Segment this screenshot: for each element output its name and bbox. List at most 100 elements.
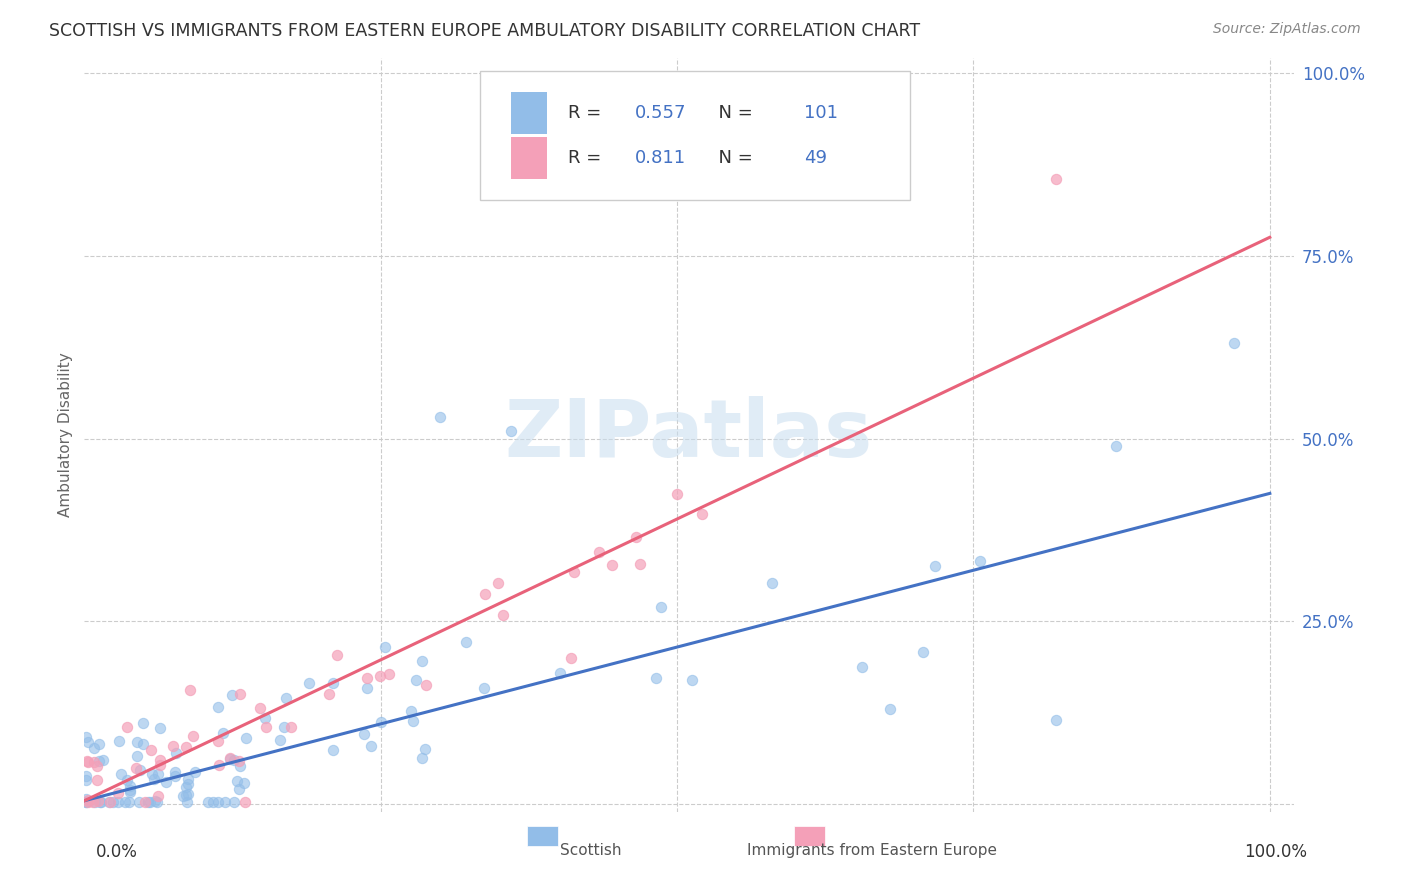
- Point: [132, 716, 155, 731]
- Point: [413, 742, 436, 756]
- Point: [91, 753, 114, 767]
- Y-axis label: Ambulatory Disability: Ambulatory Disability: [58, 352, 73, 517]
- Point: [148, 789, 170, 803]
- Point: [219, 751, 242, 765]
- Point: [249, 700, 271, 714]
- Point: [370, 714, 392, 729]
- Point: [207, 733, 229, 747]
- Point: [761, 575, 783, 590]
- Point: [212, 726, 235, 740]
- Point: [76, 735, 98, 749]
- Text: Scottish: Scottish: [560, 843, 621, 858]
- Point: [377, 666, 399, 681]
- Point: [149, 721, 172, 735]
- Point: [82, 795, 104, 809]
- Point: [87, 754, 110, 768]
- Point: [924, 558, 946, 573]
- Point: [201, 795, 224, 809]
- Point: [197, 795, 219, 809]
- Point: [117, 720, 139, 734]
- Point: [411, 751, 433, 765]
- Point: [353, 727, 375, 741]
- Text: R =: R =: [568, 149, 607, 167]
- Point: [75, 730, 97, 744]
- Point: [134, 795, 156, 809]
- Point: [368, 669, 391, 683]
- Point: [107, 786, 129, 800]
- Point: [83, 795, 105, 809]
- Point: [76, 754, 98, 768]
- Point: [75, 791, 97, 805]
- Point: [139, 795, 162, 809]
- Point: [125, 735, 148, 749]
- Point: [114, 795, 136, 809]
- Text: SCOTTISH VS IMMIGRANTS FROM EASTERN EUROPE AMBULATORY DISABILITY CORRELATION CHA: SCOTTISH VS IMMIGRANTS FROM EASTERN EURO…: [49, 22, 921, 40]
- Point: [176, 739, 198, 754]
- Point: [75, 795, 97, 809]
- Point: [165, 746, 187, 760]
- Point: [90, 795, 112, 809]
- Point: [560, 651, 582, 665]
- Point: [235, 731, 257, 745]
- Point: [107, 795, 129, 809]
- Point: [149, 753, 172, 767]
- FancyBboxPatch shape: [512, 137, 547, 179]
- Point: [77, 792, 100, 806]
- Point: [224, 795, 246, 809]
- Text: Immigrants from Eastern Europe: Immigrants from Eastern Europe: [747, 843, 997, 858]
- Text: 0.557: 0.557: [634, 104, 686, 122]
- Point: [969, 554, 991, 568]
- Point: [492, 608, 515, 623]
- Point: [120, 782, 142, 797]
- Point: [149, 758, 172, 772]
- Point: [224, 753, 246, 767]
- Point: [228, 781, 250, 796]
- Point: [128, 763, 150, 777]
- Point: [174, 788, 197, 802]
- Point: [125, 748, 148, 763]
- Point: [143, 794, 166, 808]
- Text: R =: R =: [568, 104, 607, 122]
- Text: 101: 101: [804, 104, 838, 122]
- Point: [162, 739, 184, 754]
- Point: [128, 795, 150, 809]
- Point: [179, 682, 201, 697]
- Point: [98, 795, 121, 809]
- Point: [87, 737, 110, 751]
- Point: [207, 795, 229, 809]
- Point: [176, 788, 198, 802]
- Text: 0.0%: 0.0%: [96, 843, 138, 861]
- Point: [89, 795, 111, 809]
- Point: [221, 689, 243, 703]
- Point: [75, 773, 97, 788]
- Point: [76, 755, 98, 769]
- Point: [690, 507, 713, 521]
- Text: N =: N =: [707, 104, 759, 122]
- Point: [143, 772, 166, 786]
- Point: [83, 741, 105, 756]
- Point: [254, 720, 277, 734]
- Point: [101, 795, 124, 809]
- Point: [501, 424, 523, 438]
- Point: [879, 702, 901, 716]
- Point: [87, 794, 110, 808]
- Point: [229, 759, 252, 773]
- Point: [1105, 439, 1128, 453]
- Point: [100, 795, 122, 809]
- Point: [77, 795, 100, 809]
- Point: [148, 767, 170, 781]
- Point: [269, 732, 291, 747]
- Point: [86, 772, 108, 787]
- Point: [118, 785, 141, 799]
- Point: [1045, 171, 1067, 186]
- Point: [276, 691, 298, 706]
- FancyBboxPatch shape: [479, 70, 910, 200]
- Point: [165, 768, 187, 782]
- Point: [208, 757, 231, 772]
- Point: [207, 700, 229, 714]
- Point: [374, 640, 396, 654]
- Point: [228, 754, 250, 768]
- Point: [322, 676, 344, 690]
- Point: [588, 544, 610, 558]
- Point: [665, 487, 688, 501]
